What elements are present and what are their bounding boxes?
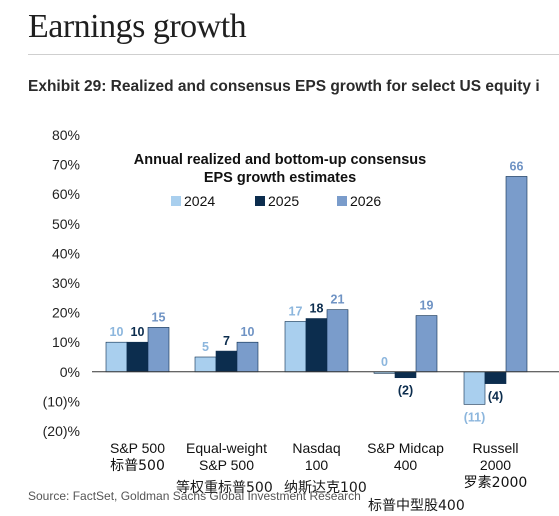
data-label-2024-2: 17 bbox=[289, 304, 303, 318]
y-tick-label: 70% bbox=[52, 157, 80, 173]
data-label-2024-3: 0 bbox=[381, 355, 388, 369]
category-label-0-1: 标普500 bbox=[110, 458, 165, 474]
category-label-1-1: S&P 500 bbox=[199, 457, 254, 473]
y-tick-label: 60% bbox=[52, 186, 80, 202]
bar-2024-1 bbox=[194, 356, 217, 373]
category-label-3-0: S&P Midcap bbox=[367, 440, 444, 456]
legend-label-2024: 2024 bbox=[184, 193, 215, 209]
overlay-label-midcap: 标普中型股400 bbox=[368, 498, 465, 514]
data-label-2026-2: 21 bbox=[331, 293, 345, 307]
legend-label-2025: 2025 bbox=[268, 193, 299, 209]
bar-2026-2 bbox=[326, 309, 349, 373]
legend-swatch-2026 bbox=[337, 196, 347, 206]
y-tick-label: 10% bbox=[52, 334, 80, 350]
category-label-4-2: 罗素2000 bbox=[464, 475, 528, 491]
bar-2024-2 bbox=[284, 321, 307, 373]
bar-2024-4 bbox=[463, 371, 486, 405]
data-label-2026-0: 15 bbox=[152, 310, 166, 324]
data-label-2025-4: (4) bbox=[488, 390, 503, 404]
category-label-2-1: 100 bbox=[305, 457, 329, 473]
source-note: Source: FactSet, Goldman Sachs Global In… bbox=[28, 489, 361, 503]
bar-2025-4 bbox=[484, 371, 507, 384]
data-label-2025-2: 18 bbox=[310, 302, 324, 316]
overlay-label-equal-weight: 等权重标普500 bbox=[176, 480, 273, 496]
bar-2025-3 bbox=[394, 371, 417, 379]
y-tick-label: 80% bbox=[52, 127, 80, 143]
bar-2026-3 bbox=[415, 315, 438, 373]
exhibit-title: Exhibit 29: Realized and consensus EPS g… bbox=[28, 78, 540, 95]
data-label-2024-0: 10 bbox=[110, 325, 124, 339]
data-label-2024-1: 5 bbox=[202, 340, 209, 354]
title-divider bbox=[28, 54, 559, 55]
bar-2026-1 bbox=[236, 341, 259, 373]
y-tick-label: 50% bbox=[52, 216, 80, 232]
legend-swatch-2025 bbox=[255, 196, 265, 206]
bar-2026-4 bbox=[505, 176, 528, 373]
legend-label-2026: 2026 bbox=[350, 193, 381, 209]
category-label-0-0: S&P 500 bbox=[110, 440, 165, 456]
y-tick-label: 30% bbox=[52, 275, 80, 291]
bar-2024-0 bbox=[105, 341, 128, 373]
y-tick-label: 40% bbox=[52, 245, 80, 261]
data-label-2025-3: (2) bbox=[398, 384, 413, 398]
overlay-label-nasdaq: 纳斯达克100 bbox=[284, 480, 367, 496]
bar-2025-0 bbox=[126, 341, 149, 373]
data-label-2025-1: 7 bbox=[223, 334, 230, 348]
category-label-3-1: 400 bbox=[394, 457, 418, 473]
y-tick-label: (10)% bbox=[43, 393, 80, 409]
data-label-2026-1: 10 bbox=[241, 325, 255, 339]
category-label-2-0: Nasdaq bbox=[292, 440, 340, 456]
y-tick-label: 0% bbox=[60, 364, 80, 380]
data-label-2026-4: 66 bbox=[510, 159, 524, 173]
page-title: Earnings growth bbox=[28, 8, 247, 45]
category-label-1-0: Equal-weight bbox=[186, 440, 267, 456]
category-label-4-0: Russell bbox=[473, 440, 519, 456]
chart-title: Annual realized and bottom-up consensus bbox=[134, 152, 426, 168]
category-label-4-1: 2000 bbox=[480, 457, 511, 473]
y-tick-label: (20)% bbox=[43, 423, 80, 439]
bar-2026-0 bbox=[147, 327, 170, 373]
chart-subtitle: EPS growth estimates bbox=[204, 170, 356, 186]
bar-2025-1 bbox=[215, 350, 238, 373]
data-label-2024-4: (11) bbox=[464, 410, 486, 424]
legend-swatch-2024 bbox=[171, 196, 181, 206]
data-label-2026-3: 19 bbox=[420, 299, 434, 313]
data-label-2025-0: 10 bbox=[131, 325, 145, 339]
bar-2025-2 bbox=[305, 318, 328, 373]
y-tick-label: 20% bbox=[52, 305, 80, 321]
